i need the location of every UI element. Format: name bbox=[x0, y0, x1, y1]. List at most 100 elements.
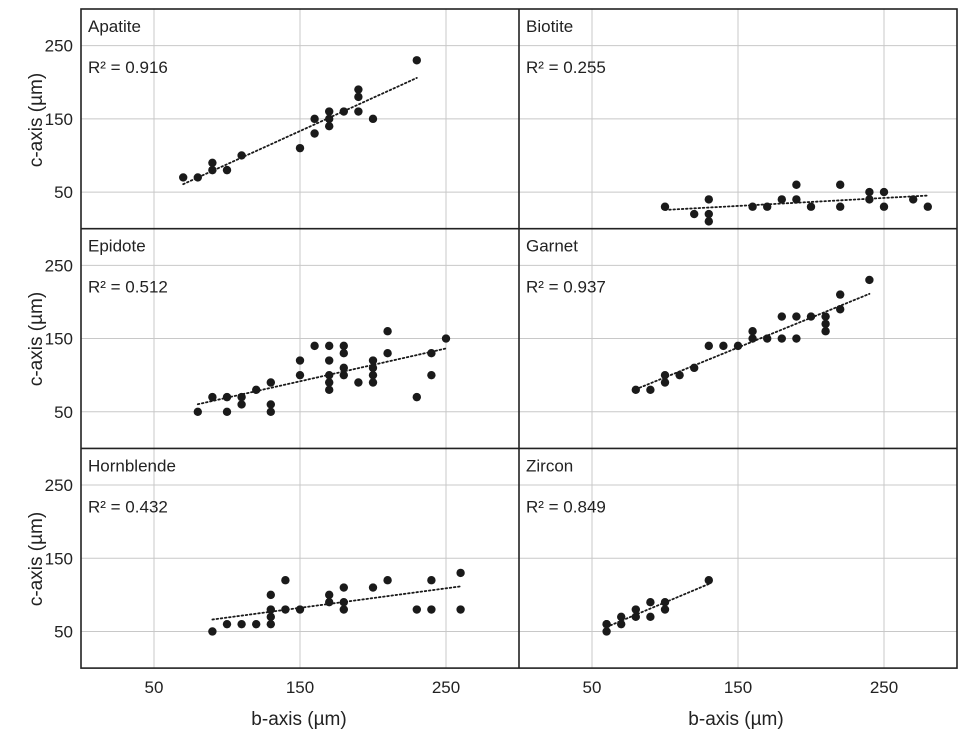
data-point-garnet bbox=[631, 385, 640, 395]
data-point-biotite bbox=[879, 202, 889, 211]
data-point-garnet bbox=[704, 341, 713, 351]
data-point-apatite bbox=[208, 165, 217, 175]
y-tick-label-50-row-2: 50 bbox=[54, 403, 73, 422]
data-point-apatite bbox=[208, 158, 217, 167]
data-point-epidote bbox=[295, 356, 305, 365]
y-tick-label-150-row-2: 150 bbox=[45, 330, 73, 349]
data-point-hornblende bbox=[412, 605, 421, 614]
data-point-zircon bbox=[660, 605, 670, 614]
panel-title-garnet: Garnet bbox=[526, 237, 578, 256]
data-point-apatite bbox=[325, 121, 334, 131]
data-point-epidote bbox=[441, 334, 451, 343]
data-point-biotite bbox=[704, 195, 713, 204]
data-point-hornblende bbox=[456, 568, 465, 578]
y-tick-label-150-row-1: 150 bbox=[45, 110, 73, 129]
data-point-epidote bbox=[325, 341, 334, 351]
y-axis-label-row-1: c-axis (µm) bbox=[26, 73, 47, 167]
data-point-epidote bbox=[427, 370, 436, 380]
data-point-hornblende bbox=[237, 619, 246, 629]
data-point-garnet bbox=[777, 334, 786, 343]
panel-r2-hornblende: R² = 0.432 bbox=[88, 497, 168, 516]
data-point-garnet bbox=[777, 312, 786, 321]
data-point-epidote bbox=[237, 392, 246, 402]
data-point-garnet bbox=[865, 275, 874, 285]
panel-hornblende: Hornblende R² = 0.432 50 150 250 50 150 250 bbox=[45, 448, 519, 697]
data-point-hornblende bbox=[368, 583, 378, 592]
data-point-biotite bbox=[704, 209, 713, 219]
data-point-zircon bbox=[646, 612, 655, 622]
data-point-epidote bbox=[383, 327, 392, 336]
data-point-garnet bbox=[821, 319, 830, 329]
panel-r2-zircon: R² = 0.849 bbox=[526, 497, 606, 516]
data-point-hornblende bbox=[427, 576, 436, 585]
data-point-biotite bbox=[763, 202, 772, 211]
data-point-hornblende bbox=[383, 576, 392, 585]
data-point-hornblende bbox=[222, 619, 232, 629]
data-point-hornblende bbox=[456, 605, 465, 614]
y-tick-label-250-row-3: 250 bbox=[45, 476, 73, 495]
data-point-biotite bbox=[879, 187, 889, 197]
data-point-epidote bbox=[354, 378, 363, 387]
x-tick-label-150-col-1: 150 bbox=[286, 678, 314, 697]
data-point-garnet bbox=[836, 305, 845, 314]
data-point-apatite bbox=[193, 173, 202, 182]
data-point-biotite bbox=[836, 202, 845, 211]
data-point-biotite bbox=[660, 202, 670, 211]
data-point-epidote bbox=[368, 356, 378, 365]
data-point-zircon bbox=[602, 627, 611, 636]
data-point-epidote bbox=[222, 407, 232, 416]
data-point-epidote bbox=[412, 392, 421, 402]
data-point-epidote bbox=[237, 400, 246, 409]
panel-r2-apatite: R² = 0.916 bbox=[88, 58, 168, 77]
panel-epidote: Epidote R² = 0.512 50 150 250 bbox=[45, 228, 519, 449]
panel-zircon: Zircon R² = 0.849 50 150 250 bbox=[519, 448, 957, 697]
data-point-epidote bbox=[295, 370, 305, 380]
data-point-epidote bbox=[208, 392, 217, 402]
panels-layer: Apatite R² = 0.916 50 150 250 Biotite R² = 0.2… bbox=[45, 9, 957, 697]
data-point-epidote bbox=[252, 385, 261, 395]
data-point-hornblende bbox=[252, 619, 261, 629]
data-point-apatite bbox=[412, 56, 421, 65]
x-axis-label-col-1: b-axis (µm) bbox=[251, 709, 346, 730]
data-point-apatite bbox=[354, 107, 363, 116]
data-point-apatite bbox=[310, 129, 319, 138]
data-point-biotite bbox=[690, 209, 699, 219]
data-point-hornblende bbox=[325, 597, 334, 607]
data-point-hornblende bbox=[281, 605, 290, 614]
panel-title-apatite: Apatite bbox=[88, 17, 141, 36]
data-point-apatite bbox=[354, 92, 363, 102]
data-point-hornblende bbox=[266, 612, 275, 622]
data-point-garnet bbox=[675, 370, 684, 380]
data-point-garnet bbox=[748, 327, 757, 336]
data-point-biotite bbox=[792, 195, 801, 204]
data-point-epidote bbox=[339, 370, 348, 380]
data-point-hornblende bbox=[339, 605, 348, 614]
data-point-garnet bbox=[660, 370, 670, 380]
panel-r2-epidote: R² = 0.512 bbox=[88, 278, 168, 297]
data-point-zircon bbox=[617, 619, 626, 629]
frame-layer bbox=[80, 8, 958, 669]
data-point-garnet bbox=[690, 363, 699, 373]
panel-garnet: Garnet R² = 0.937 bbox=[519, 228, 957, 449]
x-axis-label-group: b-axis (µm) b-axis (µm) bbox=[251, 709, 783, 730]
data-point-apatite bbox=[222, 165, 232, 175]
data-point-apatite bbox=[237, 151, 246, 160]
y-tick-label-50-row-1: 50 bbox=[54, 183, 73, 202]
data-point-garnet bbox=[733, 341, 743, 351]
data-point-biotite bbox=[792, 180, 801, 189]
data-point-garnet bbox=[646, 385, 655, 395]
panel-apatite: Apatite R² = 0.916 50 150 250 bbox=[45, 9, 519, 229]
data-point-epidote bbox=[266, 400, 275, 409]
trendline-epidote bbox=[196, 347, 447, 406]
data-point-hornblende bbox=[339, 597, 348, 607]
data-point-biotite bbox=[748, 202, 757, 211]
y-axis-label-row-3: c-axis (µm) bbox=[26, 512, 47, 606]
data-point-garnet bbox=[763, 334, 772, 343]
data-point-apatite bbox=[368, 114, 378, 124]
data-point-biotite bbox=[806, 202, 816, 211]
data-point-hornblende bbox=[427, 605, 436, 614]
data-point-biotite bbox=[865, 195, 874, 204]
x-tick-label-150-col-2: 150 bbox=[724, 678, 752, 697]
data-point-hornblende bbox=[208, 627, 217, 636]
